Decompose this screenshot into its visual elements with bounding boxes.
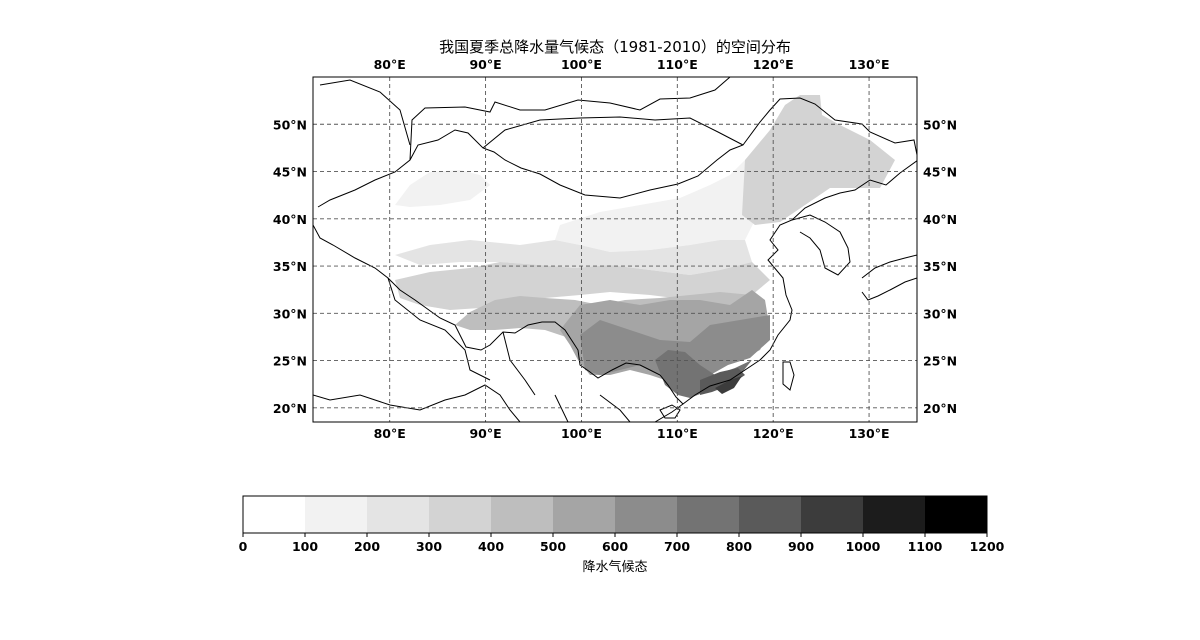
russia-border [409,77,731,161]
lat-tick-left-5: 25°N [273,354,307,369]
indochina-coast [554,394,684,422]
axis-ticks: 80°E 80°E 90°E 90°E 100°E 100°E 110°E 110°E 120°… [273,57,957,441]
colorbar-swatch-8 [739,496,802,533]
graticule [313,77,917,422]
lon-tick-top-5: 130°E [849,57,890,72]
precip-region-11 [700,368,745,395]
japan-outline [861,254,917,301]
lat-tick-left-6: 20°N [273,401,307,416]
map-frame [312,76,918,423]
colorbar-tick-5: 500 [540,539,566,554]
lat-tick-left-2: 40°N [273,212,307,227]
colorbar-swatch-0 [243,496,306,533]
india-coast [313,384,521,422]
colorbar-swatch-6 [615,496,678,533]
lat-tick-right-2: 40°N [923,212,957,227]
precip-region-2 [395,170,490,207]
mongolia-border [482,116,744,149]
colorbar-tick-2: 200 [354,539,380,554]
lat-tick-right-4: 30°N [923,306,957,321]
precip-region-12 [715,376,742,394]
coastlines [313,77,917,422]
colorbar-tick-7: 700 [664,539,690,554]
colorbar-swatch-11 [925,496,988,533]
lat-tick-left-4: 30°N [273,306,307,321]
colorbar: 0 100 200 300 400 500 600 700 800 900 1000 1100 1200 [239,495,1005,554]
china-border [313,97,917,405]
precipitation-fill [313,95,917,404]
india-border [387,277,536,396]
lat-tick-left-1: 45°N [273,165,307,180]
lat-tick-right-3: 35°N [923,259,957,274]
lat-tick-right-6: 20°N [923,401,957,416]
taiwan-outline [782,361,795,391]
colorbar-swatch-4 [491,496,554,533]
lon-tick-bottom-2: 100°E [561,426,602,441]
lon-tick-top-1: 90°E [469,57,501,72]
lat-tick-left-3: 35°N [273,259,307,274]
lon-tick-top-0: 80°E [374,57,406,72]
colorbar-tick-4: 400 [478,539,504,554]
precip-region-3 [555,140,790,252]
chart-title: 我国夏季总降水量气候态（1981-2010）的空间分布 [439,38,791,56]
lat-tick-right-0: 50°N [923,117,957,132]
precip-region-10 [655,350,752,398]
colorbar-tick-9: 900 [788,539,814,554]
kazakh-border [319,79,411,146]
korea-outline [791,214,851,276]
colorbar-label: 降水气候态 [582,560,648,575]
colorbar-swatch-10 [863,496,926,533]
lon-tick-bottom-4: 120°E [753,426,794,441]
colorbar-tick-3: 300 [416,539,442,554]
lat-tick-right-1: 45°N [923,165,957,180]
colorbar-swatch-1 [305,496,368,533]
colorbar-swatch-7 [677,496,740,533]
precip-region-4 [395,240,752,275]
precip-region-5 [742,95,895,225]
colorbar-tick-8: 800 [726,539,752,554]
colorbar-tick-0: 0 [239,539,248,554]
colorbar-swatch-9 [801,496,864,533]
colorbar-swatch-5 [553,496,616,533]
colorbar-swatch-3 [429,496,492,533]
lon-tick-top-4: 120°E [753,57,794,72]
lon-tick-top-3: 110°E [657,57,698,72]
lon-tick-bottom-5: 130°E [849,426,890,441]
lon-tick-bottom-1: 90°E [469,426,501,441]
lon-tick-top-2: 100°E [561,57,602,72]
colorbar-tick-1: 100 [292,539,318,554]
lon-tick-bottom-3: 110°E [657,426,698,441]
lat-tick-right-5: 25°N [923,354,957,369]
colorbar-tick-11: 1100 [908,539,943,554]
colorbar-tick-10: 1000 [846,539,881,554]
lat-tick-left-0: 50°N [273,117,307,132]
lon-tick-bottom-0: 80°E [374,426,406,441]
colorbar-tick-6: 600 [602,539,628,554]
colorbar-tick-12: 1200 [970,539,1005,554]
colorbar-swatch-2 [367,496,430,533]
